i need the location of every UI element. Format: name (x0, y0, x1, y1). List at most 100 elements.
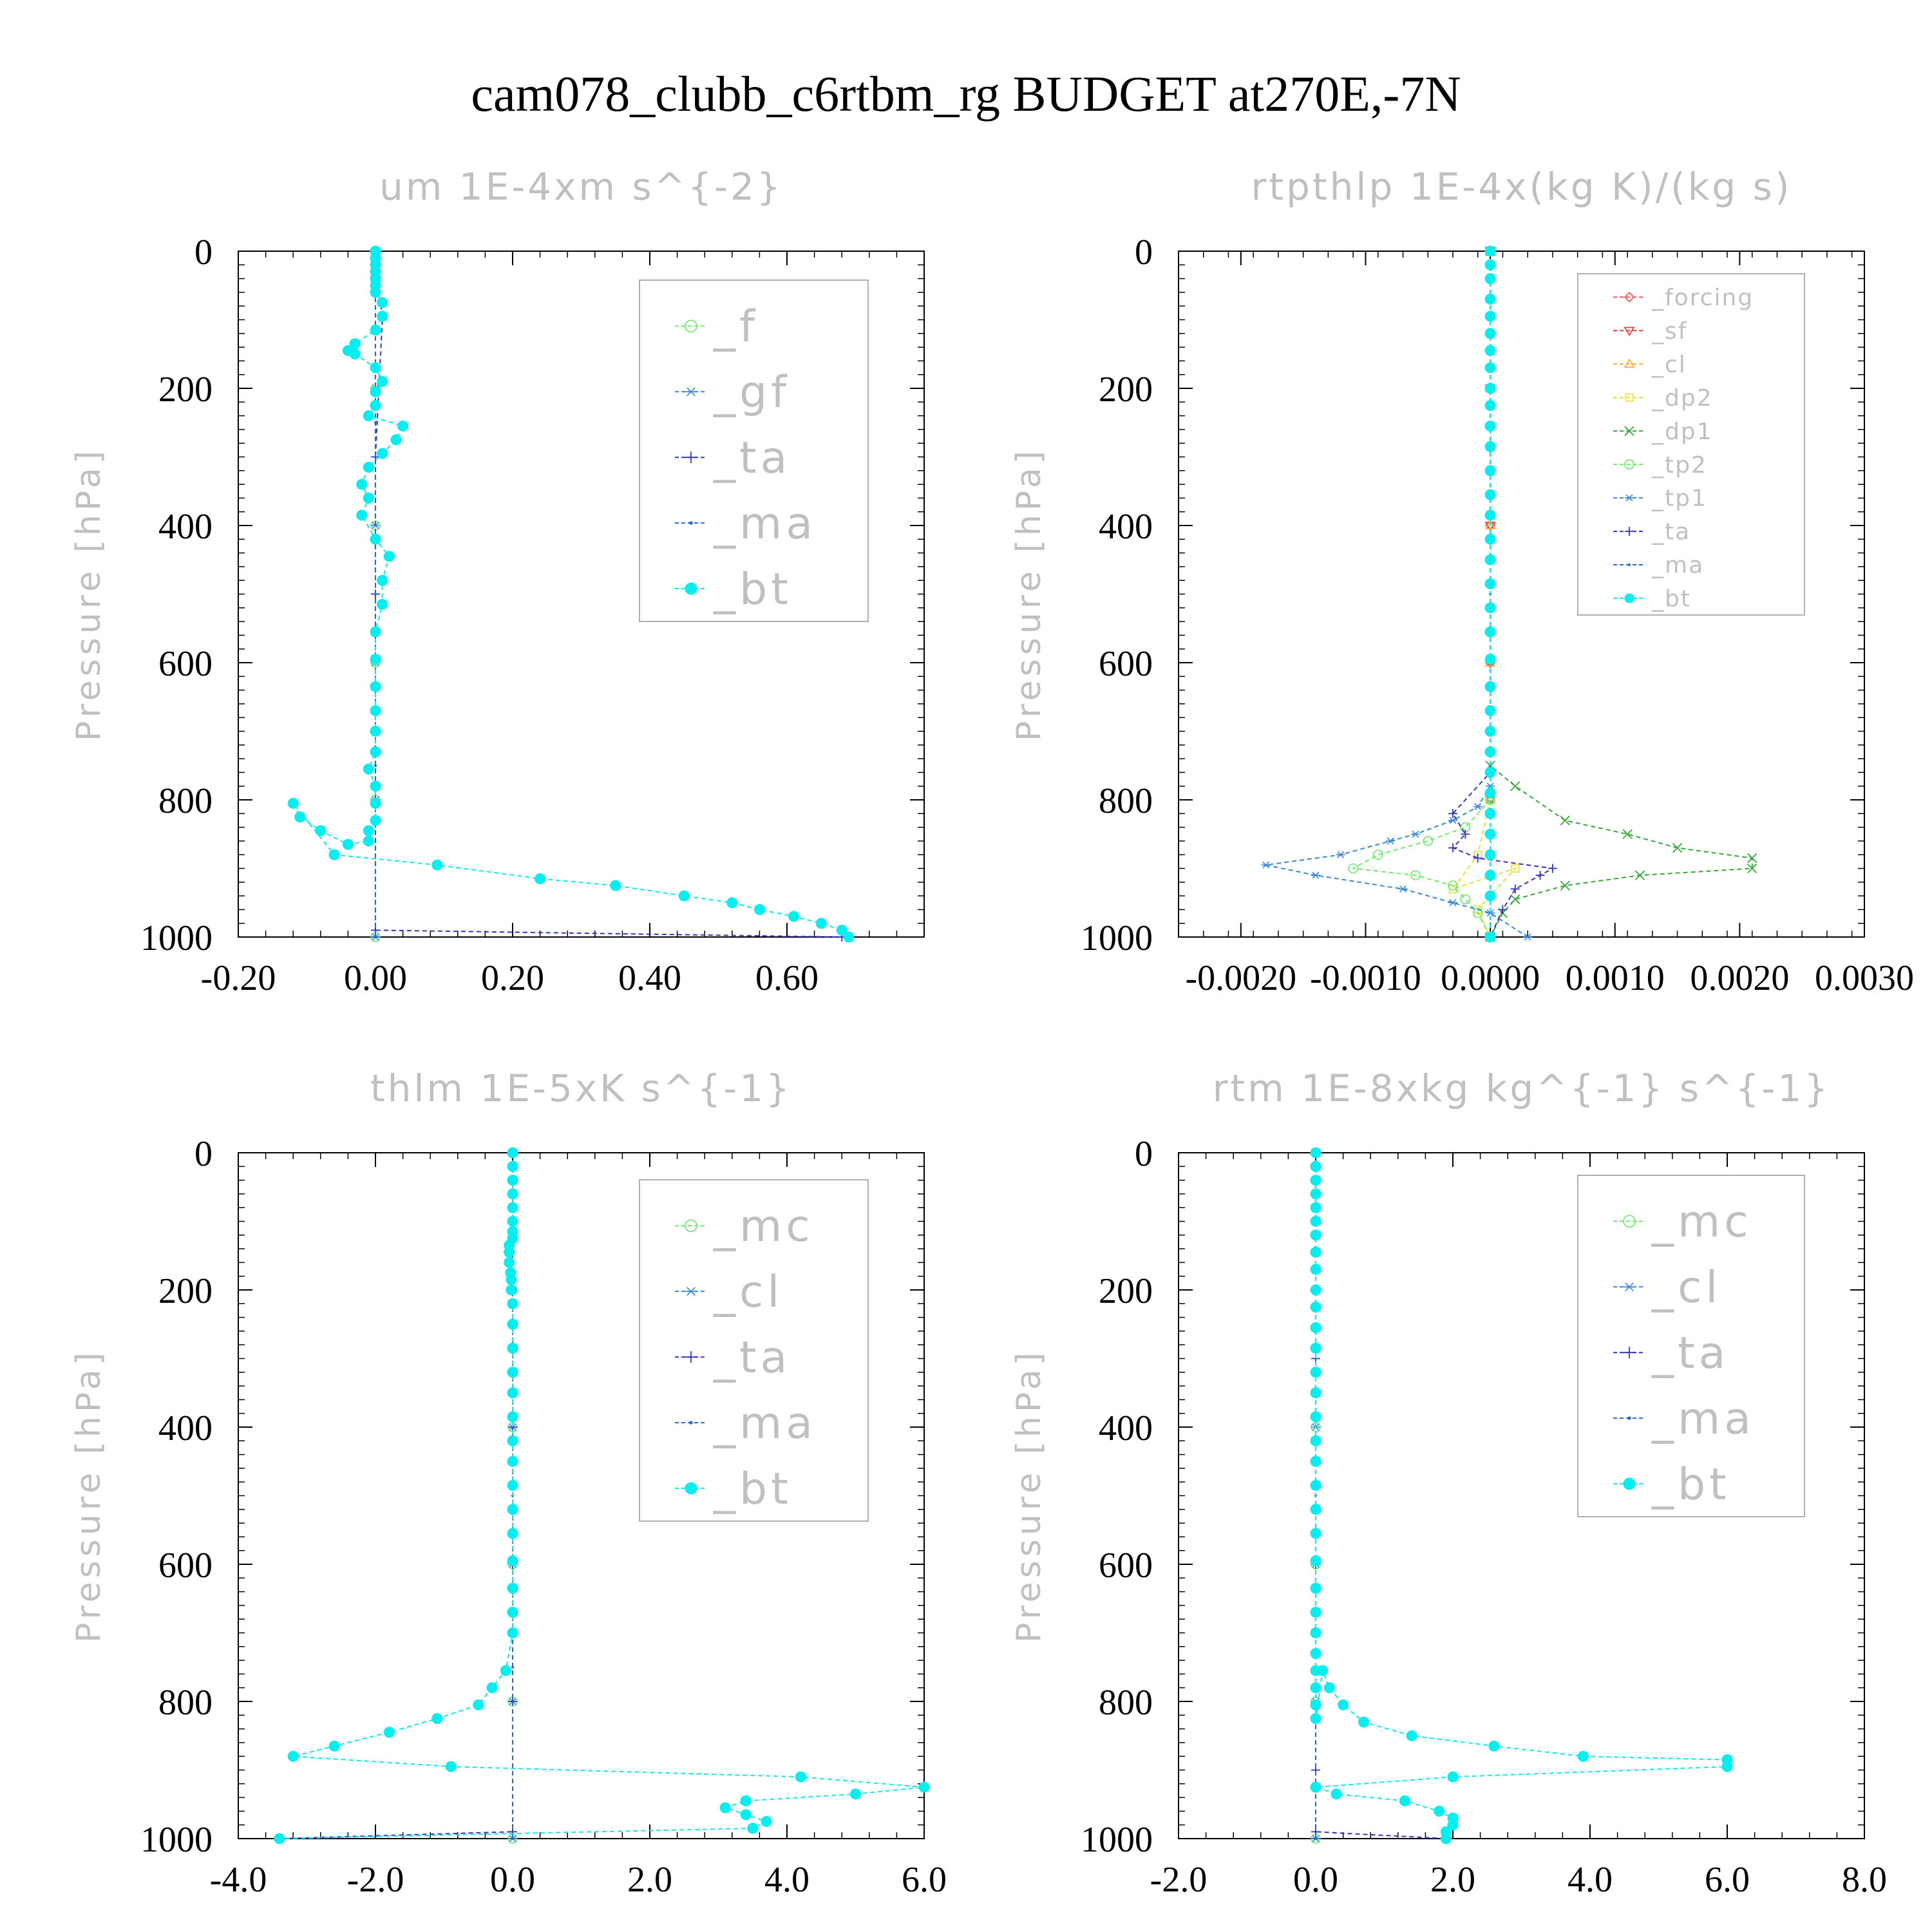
legend: _mc _cl _ta _ma _bt (1577, 1175, 1805, 1517)
x-tick-label: 4.0 (1567, 1860, 1613, 1900)
legend-label: _tp1 (1651, 486, 1707, 512)
legend-marker (1625, 494, 1634, 502)
data-point (1484, 421, 1496, 432)
legend-label: _ta (713, 433, 791, 484)
data-point (1484, 328, 1496, 339)
series-line (1350, 251, 1492, 938)
data-point (1310, 1682, 1321, 1694)
data-point (1498, 905, 1508, 914)
data-point (1484, 554, 1496, 565)
data-point (370, 781, 381, 792)
data-point (507, 1627, 518, 1638)
legend-label: _bt (713, 564, 792, 615)
legend-label: _ma (1651, 1394, 1755, 1444)
legend-label: _gf (713, 367, 790, 418)
data-point (287, 797, 299, 809)
y-tick-label: 800 (1099, 1683, 1153, 1723)
data-point (383, 551, 395, 562)
y-tick-label: 400 (1099, 1408, 1153, 1448)
data-point (506, 1284, 517, 1296)
y-tick-label: 1000 (140, 918, 213, 958)
data-point (1358, 1716, 1370, 1728)
data-point (1440, 1833, 1452, 1844)
data-point (506, 1274, 517, 1285)
data-point (1484, 362, 1496, 374)
legend-marker (1624, 292, 1635, 303)
data-point (1410, 830, 1420, 838)
y-tick-label: 600 (158, 1546, 213, 1586)
data-point (507, 1555, 518, 1567)
series-bt (274, 1147, 930, 1844)
data-point (1721, 1761, 1733, 1772)
legend-marker (1624, 327, 1635, 336)
data-point (507, 1298, 518, 1309)
x-tick-label: 0.0030 (1815, 958, 1914, 998)
data-point (1310, 1229, 1321, 1241)
data-point (1399, 1795, 1410, 1806)
series-line (279, 1153, 513, 1839)
legend-label: _bt (1651, 586, 1691, 612)
data-point (1510, 884, 1520, 894)
data-point (1310, 1216, 1321, 1227)
data-point (1484, 273, 1496, 285)
legend-marker (685, 582, 697, 595)
y-tick-label: 800 (1099, 781, 1153, 821)
y-tick-label: 1000 (1081, 1820, 1153, 1860)
y-tick-label: 800 (158, 1683, 213, 1723)
data-point (1448, 843, 1457, 853)
data-point (1560, 815, 1570, 826)
data-point (500, 1665, 511, 1676)
legend-label: _bt (713, 1464, 792, 1515)
data-point (918, 1781, 930, 1793)
data-point (370, 386, 381, 397)
series-line (1315, 1153, 1728, 1839)
data-point (507, 1175, 518, 1186)
y-tick-label: 200 (1099, 370, 1153, 410)
y-tick-label: 200 (1099, 1271, 1153, 1311)
data-point (1484, 509, 1496, 521)
data-point (1310, 1160, 1321, 1172)
chart-panels: um 1E-4xm s^{-2}Pressure [hPa]-0.20 0.00 0… (70, 165, 1914, 1900)
y-tick-label: 400 (158, 507, 213, 547)
data-point (363, 835, 374, 847)
data-point (1484, 828, 1496, 840)
data-point (1311, 871, 1320, 879)
data-point (315, 825, 327, 837)
data-point (1331, 1788, 1342, 1800)
legend-box (639, 1179, 869, 1522)
data-point (349, 348, 361, 360)
x-tick-label: -0.20 (201, 958, 276, 998)
legend-marker (1623, 1215, 1636, 1228)
data-point (1314, 1837, 1318, 1841)
data-point (1447, 1771, 1459, 1783)
data-point (1484, 383, 1496, 394)
data-point (397, 421, 409, 432)
data-point (370, 324, 381, 336)
legend-marker (689, 1421, 693, 1425)
data-point (370, 362, 381, 374)
data-point (1310, 1246, 1321, 1258)
legend-box (639, 279, 869, 622)
data-point (843, 931, 855, 943)
data-point (1484, 654, 1496, 665)
data-point (1484, 345, 1496, 356)
data-point (1484, 849, 1496, 860)
x-tick-label: 0.0 (1293, 1860, 1338, 1900)
data-point (1460, 894, 1471, 905)
data-point (1406, 1730, 1417, 1741)
data-point (1484, 259, 1496, 270)
data-point (1310, 1781, 1321, 1793)
legend: _f _gf _ta _ma _bt (639, 279, 869, 622)
legend-marker (1624, 426, 1634, 436)
x-tick-label: 2.0 (1430, 1860, 1475, 1900)
data-point (431, 859, 443, 871)
data-point (1622, 829, 1633, 839)
data-point (1348, 863, 1358, 874)
y-tick-label: 200 (158, 370, 213, 410)
data-point (370, 533, 381, 545)
data-point (511, 1837, 515, 1841)
data-point (788, 911, 800, 922)
x-tick-label: 8.0 (1842, 1860, 1887, 1900)
x-tick-label: 0.00 (344, 958, 407, 998)
data-point (356, 478, 368, 490)
